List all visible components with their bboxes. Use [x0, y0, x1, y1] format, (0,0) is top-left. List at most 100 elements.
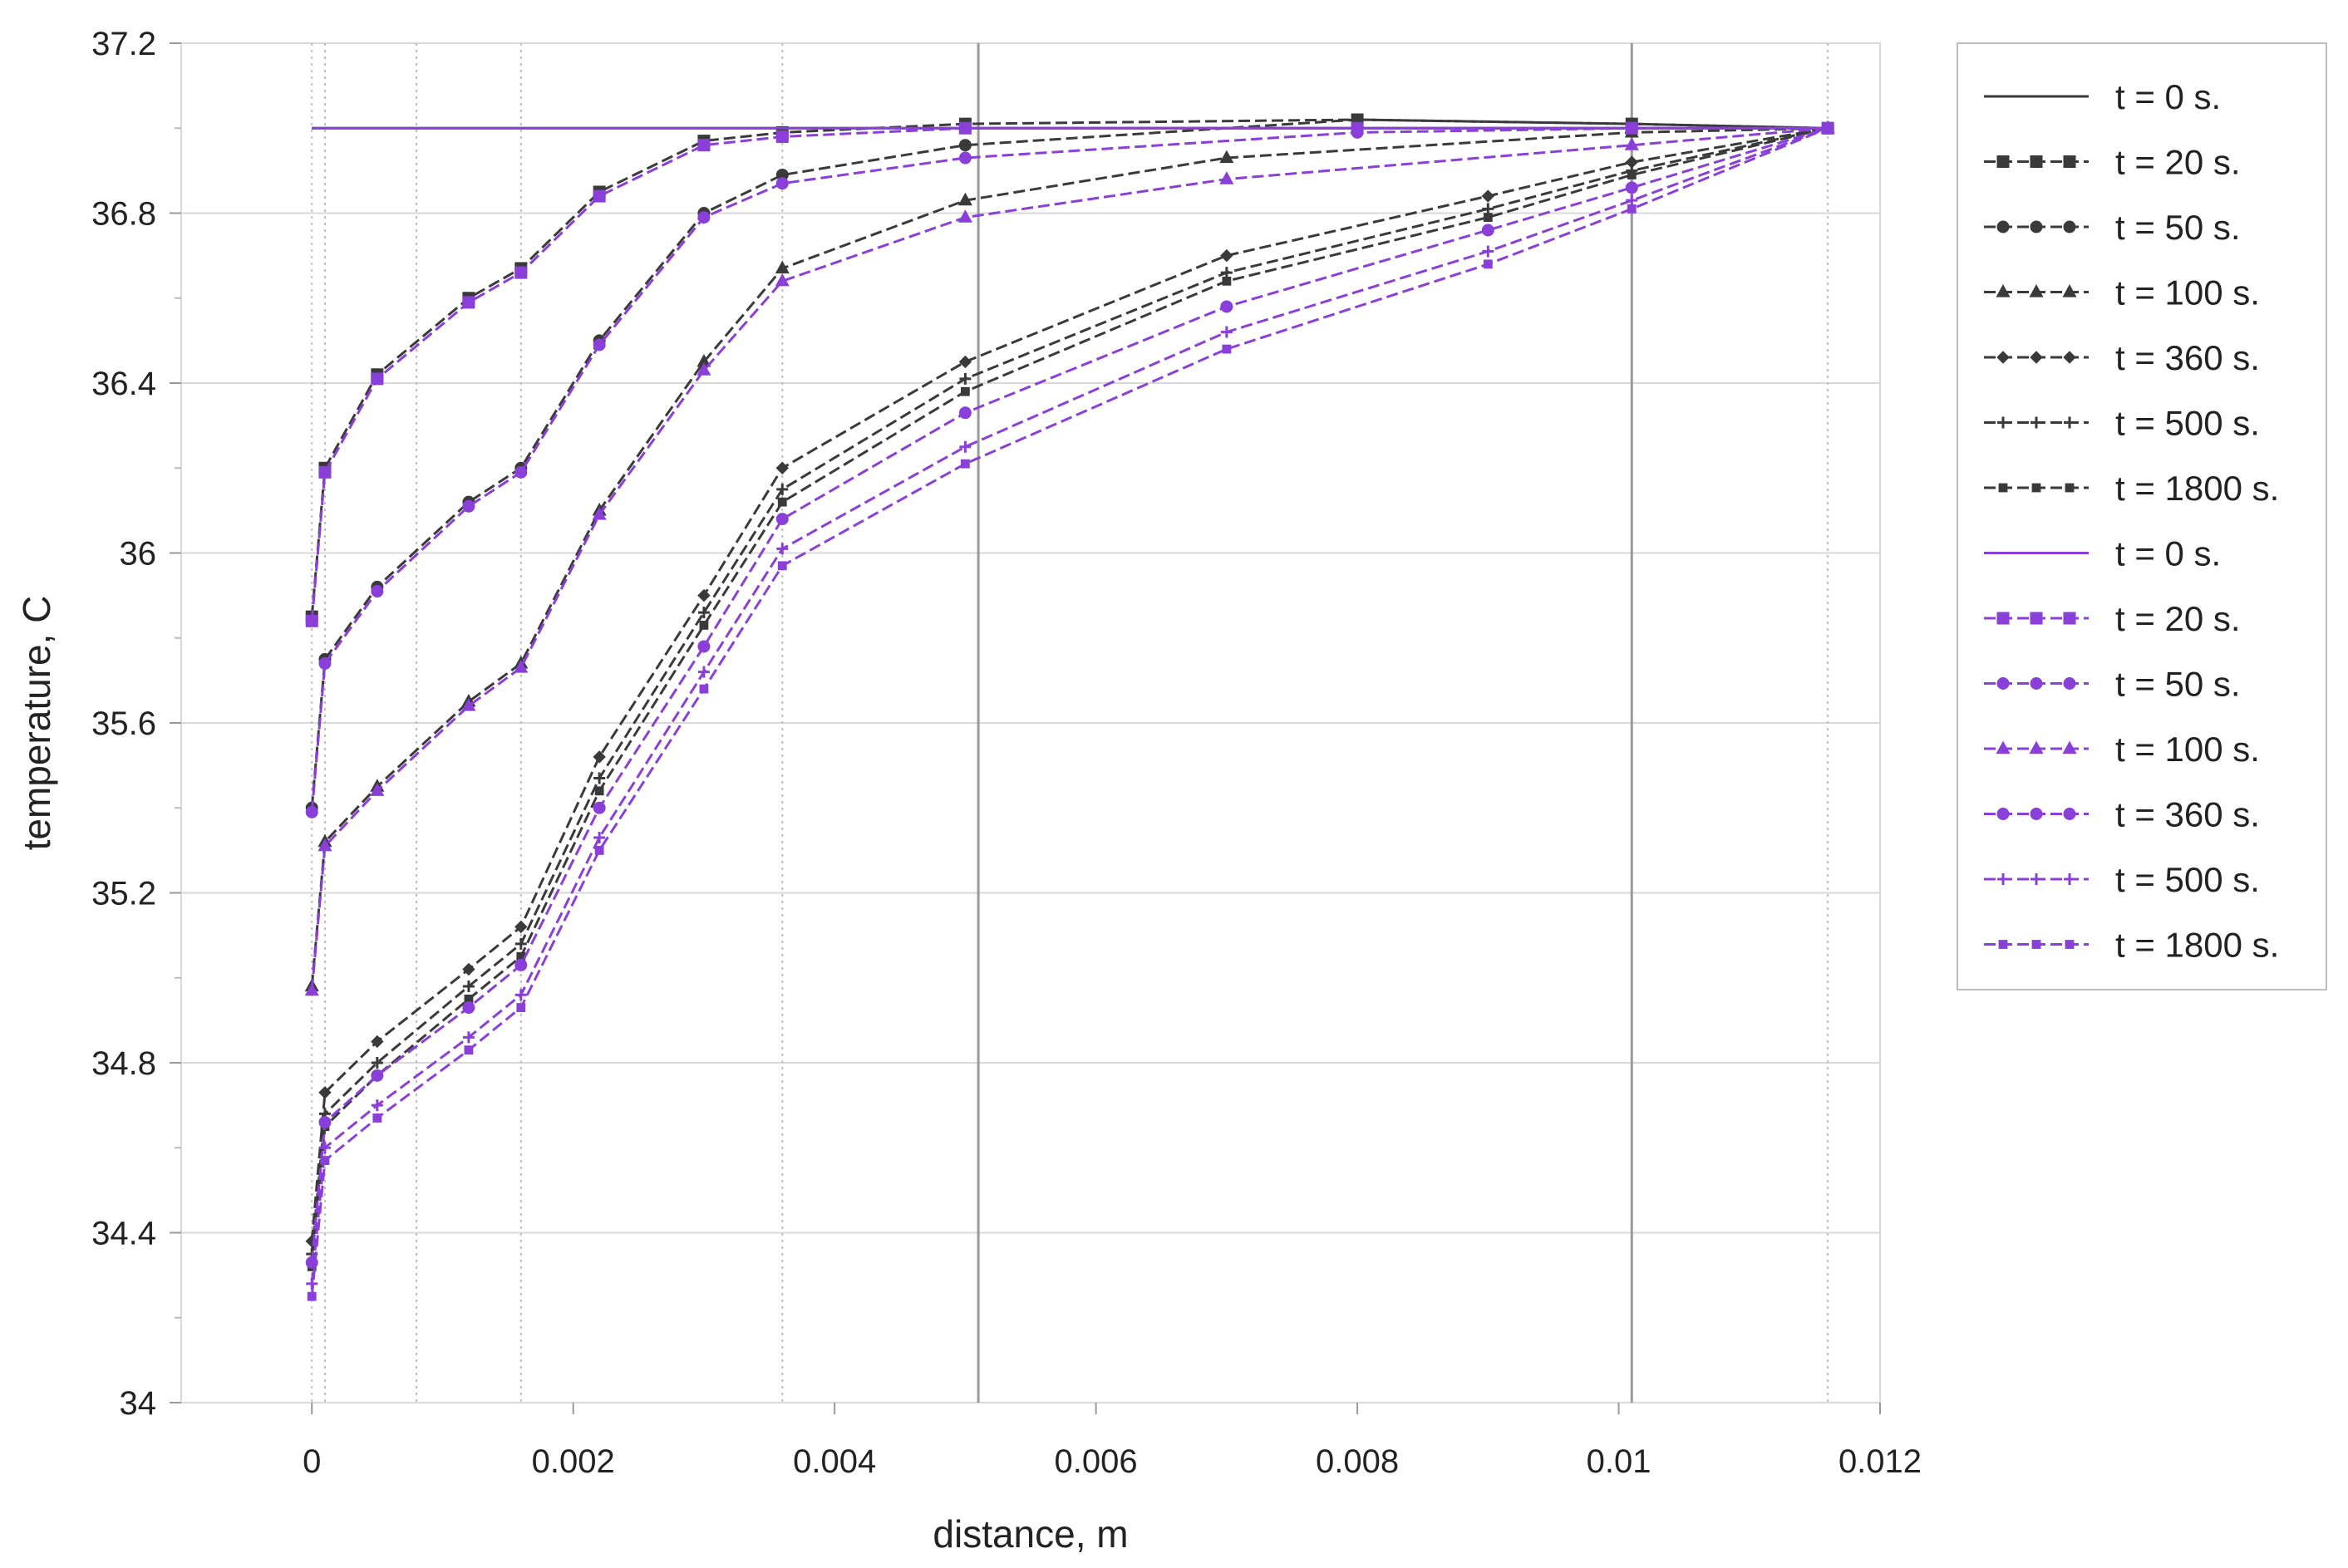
point-plus — [371, 1099, 383, 1112]
point-square — [2063, 612, 2076, 625]
point-square — [305, 614, 318, 627]
x-tick-label: 0.01 — [1587, 1443, 1651, 1480]
point-triangle — [775, 260, 790, 274]
point-circle — [958, 151, 972, 165]
point-bar — [1627, 204, 1637, 214]
point-square — [2030, 155, 2043, 168]
point-bar — [699, 621, 709, 630]
y-tick-label: 37.2 — [91, 26, 156, 62]
series-13 — [307, 123, 1833, 1301]
series-line — [310, 126, 1829, 813]
point-plus — [593, 832, 606, 844]
legend-label: t = 1800 s. — [2115, 469, 2279, 508]
point-bar — [960, 386, 970, 396]
point-bar — [516, 1003, 526, 1012]
point-plus — [776, 483, 789, 495]
point-bar — [1483, 259, 1493, 269]
y-tick-label: 34.8 — [91, 1045, 156, 1082]
legend-label: t = 50 s. — [2115, 665, 2241, 704]
legend-label: t = 50 s. — [2115, 208, 2241, 247]
point-square — [593, 189, 606, 203]
series-line — [310, 126, 1829, 622]
point-circle — [462, 1001, 475, 1015]
series-1 — [305, 113, 1834, 623]
point-plus — [514, 937, 527, 950]
point-circle — [318, 656, 332, 670]
series-layer — [304, 113, 1835, 1301]
series-3 — [304, 120, 1835, 992]
point-circle — [1481, 224, 1494, 237]
axes-layer — [170, 42, 1881, 1414]
legend-label: t = 500 s. — [2115, 404, 2260, 443]
legend-label: t = 500 s. — [2115, 860, 2260, 899]
point-bar — [1998, 483, 2008, 493]
series-11 — [305, 121, 1834, 1269]
point-circle — [2030, 220, 2043, 233]
legend-entry: t = 0 s. — [1984, 77, 2221, 116]
point-bar — [1483, 213, 1493, 223]
legend-label: t = 1800 s. — [2115, 926, 2279, 965]
x-tick-label: 0 — [303, 1443, 321, 1480]
point-diamond — [2063, 351, 2076, 364]
point-diamond — [318, 1086, 332, 1099]
legend-label: t = 20 s. — [2115, 143, 2241, 182]
legend-label: t = 0 s. — [2115, 77, 2221, 116]
point-circle — [1996, 808, 2010, 820]
point-circle — [2063, 220, 2076, 233]
point-diamond — [1996, 351, 2010, 364]
legend-entry: t = 1800 s. — [1984, 469, 2279, 508]
point-bar — [1222, 344, 1232, 354]
series-2 — [305, 113, 1834, 814]
point-bar — [2065, 483, 2075, 493]
point-diamond — [593, 750, 606, 764]
legend-entry: t = 500 s. — [1984, 404, 2260, 443]
series-line — [310, 126, 1829, 1255]
point-plus — [593, 772, 606, 784]
point-triangle — [2062, 740, 2077, 755]
point-circle — [2030, 677, 2043, 690]
x-tick-label: 0.006 — [1055, 1443, 1138, 1480]
point-circle — [1996, 220, 2010, 233]
series-6 — [307, 123, 1833, 1271]
point-triangle — [957, 192, 972, 206]
series-8 — [305, 121, 1834, 627]
legend-entry: t = 20 s. — [1984, 599, 2241, 638]
point-circle — [1625, 181, 1638, 194]
point-bar — [372, 1113, 382, 1123]
legend-label: t = 0 s. — [2115, 534, 2221, 573]
legend-entry: t = 500 s. — [1984, 860, 2260, 899]
point-diamond — [371, 1035, 384, 1049]
point-bar — [699, 684, 709, 694]
point-circle — [371, 1069, 384, 1082]
point-bar — [2065, 940, 2075, 949]
y-tick-label: 36 — [120, 536, 157, 573]
point-triangle — [2029, 284, 2044, 297]
point-diamond — [775, 461, 789, 474]
point-square — [371, 372, 384, 386]
series-line — [310, 126, 1829, 1263]
point-square — [697, 139, 711, 152]
point-circle — [593, 801, 606, 814]
point-circle — [1220, 300, 1233, 313]
point-diamond — [697, 588, 711, 602]
point-bar — [1222, 276, 1232, 286]
point-triangle — [514, 660, 529, 673]
point-triangle — [304, 982, 319, 996]
point-plus — [514, 989, 527, 1001]
legend-entry: t = 50 s. — [1984, 665, 2241, 704]
point-plus — [959, 440, 972, 453]
point-circle — [775, 177, 789, 190]
point-triangle — [1996, 284, 2011, 297]
point-bar — [1627, 170, 1637, 179]
series-line — [310, 126, 1829, 1241]
point-circle — [514, 465, 528, 479]
x-axis-title: distance, m — [933, 1512, 1128, 1556]
point-plus — [1626, 194, 1638, 207]
point-bar — [777, 497, 787, 507]
point-square — [2063, 155, 2076, 168]
point-triangle — [775, 273, 790, 287]
legend-entry: t = 20 s. — [1984, 143, 2241, 182]
point-circle — [697, 211, 711, 224]
y-tick-label: 35.6 — [91, 705, 156, 742]
y-axis-title: temperature, C — [15, 596, 58, 851]
